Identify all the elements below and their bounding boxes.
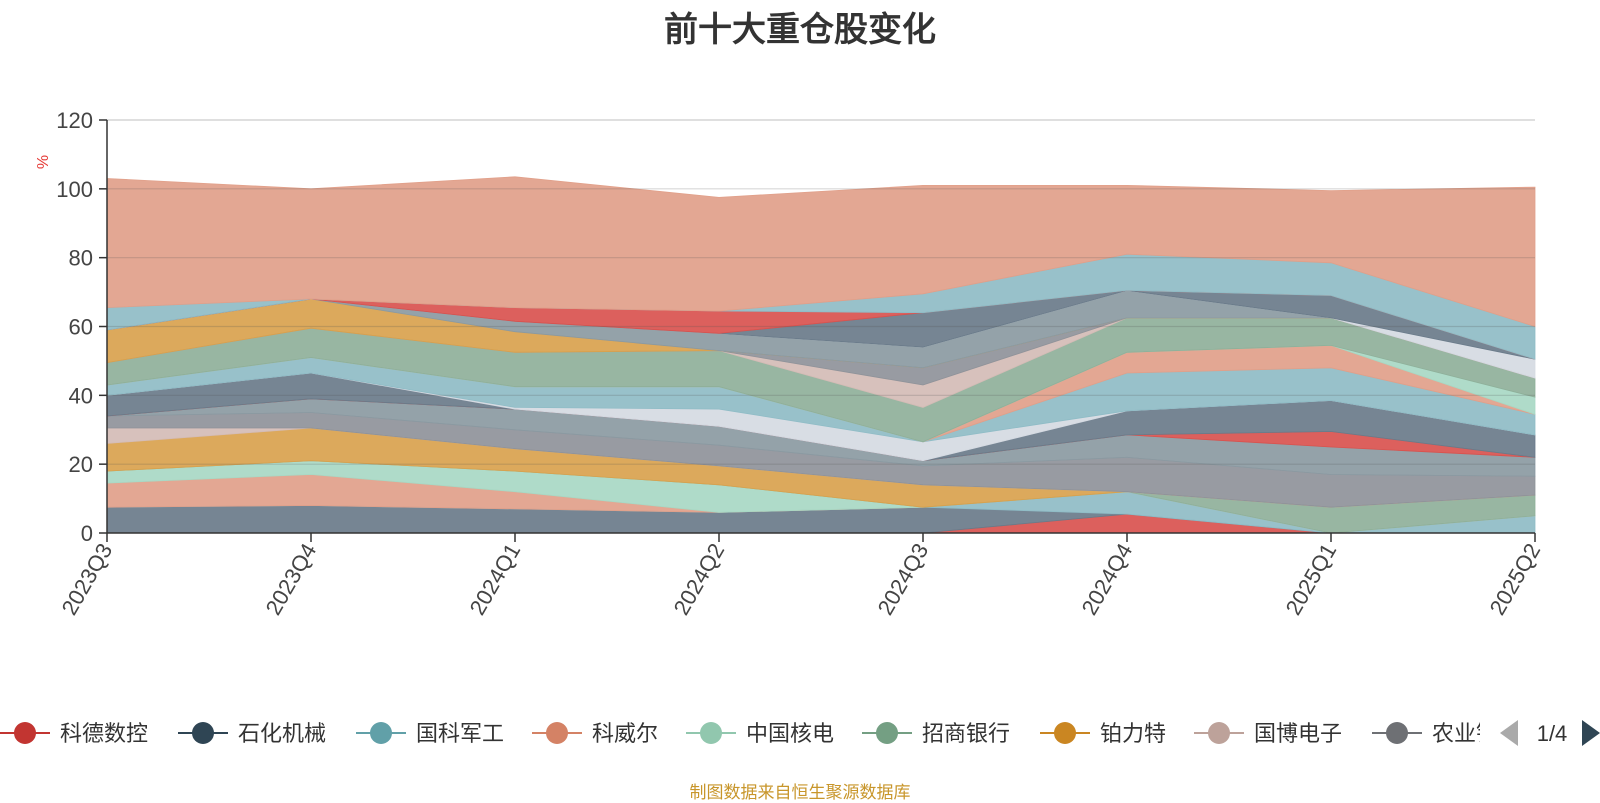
legend-item[interactable]: 石化机械 (178, 721, 326, 746)
legend-label: 科德数控 (60, 721, 148, 746)
area-series-26 (106, 176, 1536, 328)
x-tick-label: 2024Q3 (873, 539, 934, 619)
x-tick-label: 2023Q4 (261, 539, 322, 619)
legend-label: 科威尔 (592, 721, 658, 746)
y-tick-label: 80 (69, 246, 93, 271)
legend-marker (1386, 722, 1408, 744)
y-axis-unit-label: % (35, 155, 52, 169)
y-tick-label: 120 (56, 108, 93, 133)
y-tick-label: 0 (81, 521, 93, 546)
x-tick-label: 2024Q4 (1077, 539, 1138, 619)
legend-marker (14, 722, 36, 744)
x-tick-label: 2025Q2 (1485, 539, 1546, 619)
y-tick-label: 40 (69, 383, 93, 408)
legend-item[interactable]: 国科军工 (356, 721, 504, 746)
legend-marker (876, 722, 898, 744)
legend-item[interactable]: 科德数控 (0, 721, 148, 746)
x-tick-label: 2025Q1 (1281, 539, 1342, 619)
legend-marker (546, 722, 568, 744)
legend-prev-arrow-icon[interactable] (1500, 720, 1518, 746)
legend-label: 农业银行 (1432, 721, 1520, 746)
y-tick-label: 60 (69, 315, 93, 340)
legend-item[interactable]: 国博电子 (1194, 721, 1342, 746)
legend-label: 招商银行 (922, 721, 1010, 746)
legend-page-indicator: 1/4 (1537, 721, 1568, 746)
legend-item[interactable]: 科威尔 (532, 721, 658, 746)
y-tick-label: 100 (56, 177, 93, 202)
legend-label: 中国核电 (746, 721, 834, 746)
legend-label: 石化机械 (238, 721, 326, 746)
x-tick-label: 2024Q2 (669, 539, 730, 619)
legend-items: 科德数控 石化机械 国科军工 科威尔 中国核电 招商银行 铂力特 国博电子 农业银行 (0, 721, 1520, 746)
legend-item[interactable]: 招商银行 (862, 721, 1010, 746)
x-tick-label: 2024Q1 (465, 539, 526, 619)
chart-title: 前十大重仓股变化 (664, 11, 936, 49)
legend-label: 铂力特 (1100, 721, 1166, 746)
legend-item[interactable]: 中国核电 (686, 721, 834, 746)
legend-marker (700, 722, 722, 744)
legend-marker (1054, 722, 1076, 744)
legend-label: 国科军工 (416, 721, 504, 746)
legend-marker (1208, 722, 1230, 744)
legend-next-arrow-icon[interactable] (1582, 720, 1600, 746)
legend: 科德数控 石化机械 国科军工 科威尔 中国核电 招商银行 铂力特 国博电子 农业银行 1/4 (0, 720, 1600, 746)
legend-item[interactable]: 铂力特 (1040, 721, 1166, 746)
legend-item[interactable]: 农业银行 (1372, 721, 1520, 746)
source-note: 制图数据来自恒生聚源数据库 (689, 783, 911, 802)
area-series-group (106, 176, 1536, 534)
x-tick-label: 2023Q3 (57, 539, 118, 619)
legend-marker (192, 722, 214, 744)
gridlines (107, 119, 1535, 465)
y-tick-label: 20 (69, 452, 93, 477)
legend-label: 国博电子 (1254, 721, 1342, 746)
legend-marker (370, 722, 392, 744)
